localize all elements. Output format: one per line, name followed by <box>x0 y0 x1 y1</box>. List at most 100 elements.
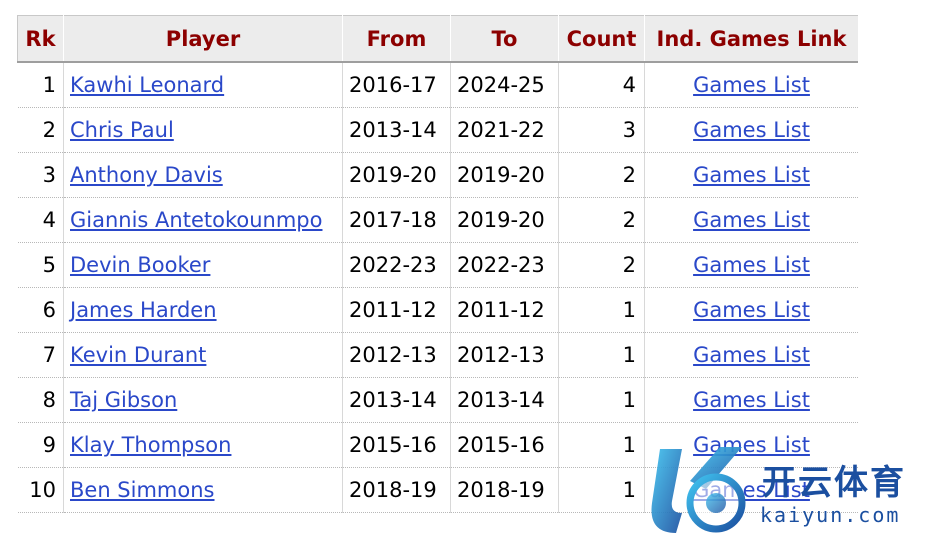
header-rk[interactable]: Rk <box>17 15 64 63</box>
watermark: 开云体育 kaiyun.com <box>642 441 922 543</box>
player-link[interactable]: Giannis Antetokounmpo <box>70 208 323 232</box>
cell-count: 2 <box>558 152 645 198</box>
cell-from: 2018-19 <box>342 467 451 513</box>
cell-to: 2021-22 <box>450 107 559 153</box>
cell-rk: 4 <box>17 197 64 243</box>
cell-to: 2011-12 <box>450 287 559 333</box>
cell-player: Kevin Durant <box>63 332 343 378</box>
games-list-link[interactable]: Games List <box>693 298 810 322</box>
cell-count: 1 <box>558 422 645 468</box>
games-list-link[interactable]: Games List <box>693 433 810 457</box>
table-row: 5 Devin Booker 2022-23 2022-23 2 Games List <box>17 242 858 288</box>
cell-games-link: Games List <box>644 242 858 288</box>
cell-rk: 1 <box>17 62 64 108</box>
cell-games-link: Games List <box>644 287 858 333</box>
table-row: 4 Giannis Antetokounmpo 2017-18 2019-20 2 Gam… <box>17 197 858 243</box>
player-link[interactable]: Kevin Durant <box>70 343 207 367</box>
cell-count: 2 <box>558 242 645 288</box>
cell-to: 2015-16 <box>450 422 559 468</box>
stats-table-container: Rk Player From To Count Ind. Games Link … <box>17 15 858 547</box>
cell-player: Giannis Antetokounmpo <box>63 197 343 243</box>
cell-from: 2011-12 <box>342 287 451 333</box>
cell-to: 2024-25 <box>450 62 559 108</box>
games-list-link[interactable]: Games List <box>693 343 810 367</box>
cell-player: Kawhi Leonard <box>63 62 343 108</box>
player-link[interactable]: Anthony Davis <box>70 163 223 187</box>
player-link[interactable]: Klay Thompson <box>70 433 232 457</box>
cell-games-link: Games List <box>644 332 858 378</box>
cell-rk: 7 <box>17 332 64 378</box>
cell-count: 2 <box>558 197 645 243</box>
games-list-link[interactable]: Games List <box>693 163 810 187</box>
header-count[interactable]: Count <box>558 15 645 63</box>
header-row: Rk Player From To Count Ind. Games Link <box>17 15 858 63</box>
cell-player: Taj Gibson <box>63 377 343 423</box>
cell-to: 2019-20 <box>450 152 559 198</box>
player-link[interactable]: Taj Gibson <box>70 388 178 412</box>
table-row: 2 Chris Paul 2013-14 2021-22 3 Games List <box>17 107 858 153</box>
cell-rk: 3 <box>17 152 64 198</box>
cell-to: 2013-14 <box>450 377 559 423</box>
cell-rk: 6 <box>17 287 64 333</box>
watermark-brand: 开云体育 <box>762 463 906 503</box>
cell-count: 3 <box>558 107 645 153</box>
cell-to: 2019-20 <box>450 197 559 243</box>
cell-rk: 2 <box>17 107 64 153</box>
cell-player: Devin Booker <box>63 242 343 288</box>
cell-player: James Harden <box>63 287 343 333</box>
cell-count: 1 <box>558 287 645 333</box>
kaiyun-logo-icon <box>651 447 746 533</box>
games-list-link[interactable]: Games List <box>693 118 810 142</box>
header-to[interactable]: To <box>450 15 559 63</box>
table-row: 3 Anthony Davis 2019-20 2019-20 2 Games List <box>17 152 858 198</box>
header-link[interactable]: Ind. Games Link <box>644 15 858 63</box>
cell-from: 2015-16 <box>342 422 451 468</box>
player-link[interactable]: Kawhi Leonard <box>70 73 225 97</box>
cell-player: Anthony Davis <box>63 152 343 198</box>
table-row: 7 Kevin Durant 2012-13 2012-13 1 Games List <box>17 332 858 378</box>
cell-from: 2012-13 <box>342 332 451 378</box>
games-list-link[interactable]: Games List <box>693 253 810 277</box>
cell-from: 2022-23 <box>342 242 451 288</box>
cell-to: 2022-23 <box>450 242 559 288</box>
table-header: Rk Player From To Count Ind. Games Link <box>17 15 858 63</box>
games-list-link[interactable]: Games List <box>693 208 810 232</box>
cell-count: 1 <box>558 377 645 423</box>
cell-from: 2016-17 <box>342 62 451 108</box>
cell-to: 2018-19 <box>450 467 559 513</box>
cell-from: 2019-20 <box>342 152 451 198</box>
watermark-url: kaiyun.com <box>760 503 901 527</box>
games-list-link[interactable]: Games List <box>693 73 810 97</box>
cell-rk: 5 <box>17 242 64 288</box>
player-link[interactable]: James Harden <box>70 298 217 322</box>
cell-count: 1 <box>558 332 645 378</box>
cell-from: 2013-14 <box>342 377 451 423</box>
cell-games-link: Games List <box>644 107 858 153</box>
cell-games-link: Games List <box>644 422 858 468</box>
player-link[interactable]: Ben Simmons <box>70 478 215 502</box>
cell-to: 2012-13 <box>450 332 559 378</box>
cell-player: Klay Thompson <box>63 422 343 468</box>
cell-player: Ben Simmons <box>63 467 343 513</box>
player-link[interactable]: Devin Booker <box>70 253 211 277</box>
cell-games-link: Games List <box>644 62 858 108</box>
cell-count: 1 <box>558 467 645 513</box>
cell-count: 4 <box>558 62 645 108</box>
cell-rk: 10 <box>17 467 64 513</box>
cell-games-link: Games List <box>644 377 858 423</box>
header-from[interactable]: From <box>342 15 451 63</box>
header-player[interactable]: Player <box>63 15 343 63</box>
player-link[interactable]: Chris Paul <box>70 118 174 142</box>
table-body: 1 Kawhi Leonard 2016-17 2024-25 4 Games List 2… <box>17 62 858 513</box>
cell-from: 2013-14 <box>342 107 451 153</box>
stats-table: Rk Player From To Count Ind. Games Link … <box>17 15 858 513</box>
cell-games-link: Games List <box>644 152 858 198</box>
games-list-link[interactable]: Games List <box>693 388 810 412</box>
cell-games-link: Games List <box>644 197 858 243</box>
table-row: 6 James Harden 2011-12 2011-12 1 Games List <box>17 287 858 333</box>
cell-from: 2017-18 <box>342 197 451 243</box>
cell-rk: 8 <box>17 377 64 423</box>
cell-player: Chris Paul <box>63 107 343 153</box>
table-row: 9 Klay Thompson 2015-16 2015-16 1 Games List <box>17 422 858 468</box>
table-row: 1 Kawhi Leonard 2016-17 2024-25 4 Games List <box>17 62 858 108</box>
